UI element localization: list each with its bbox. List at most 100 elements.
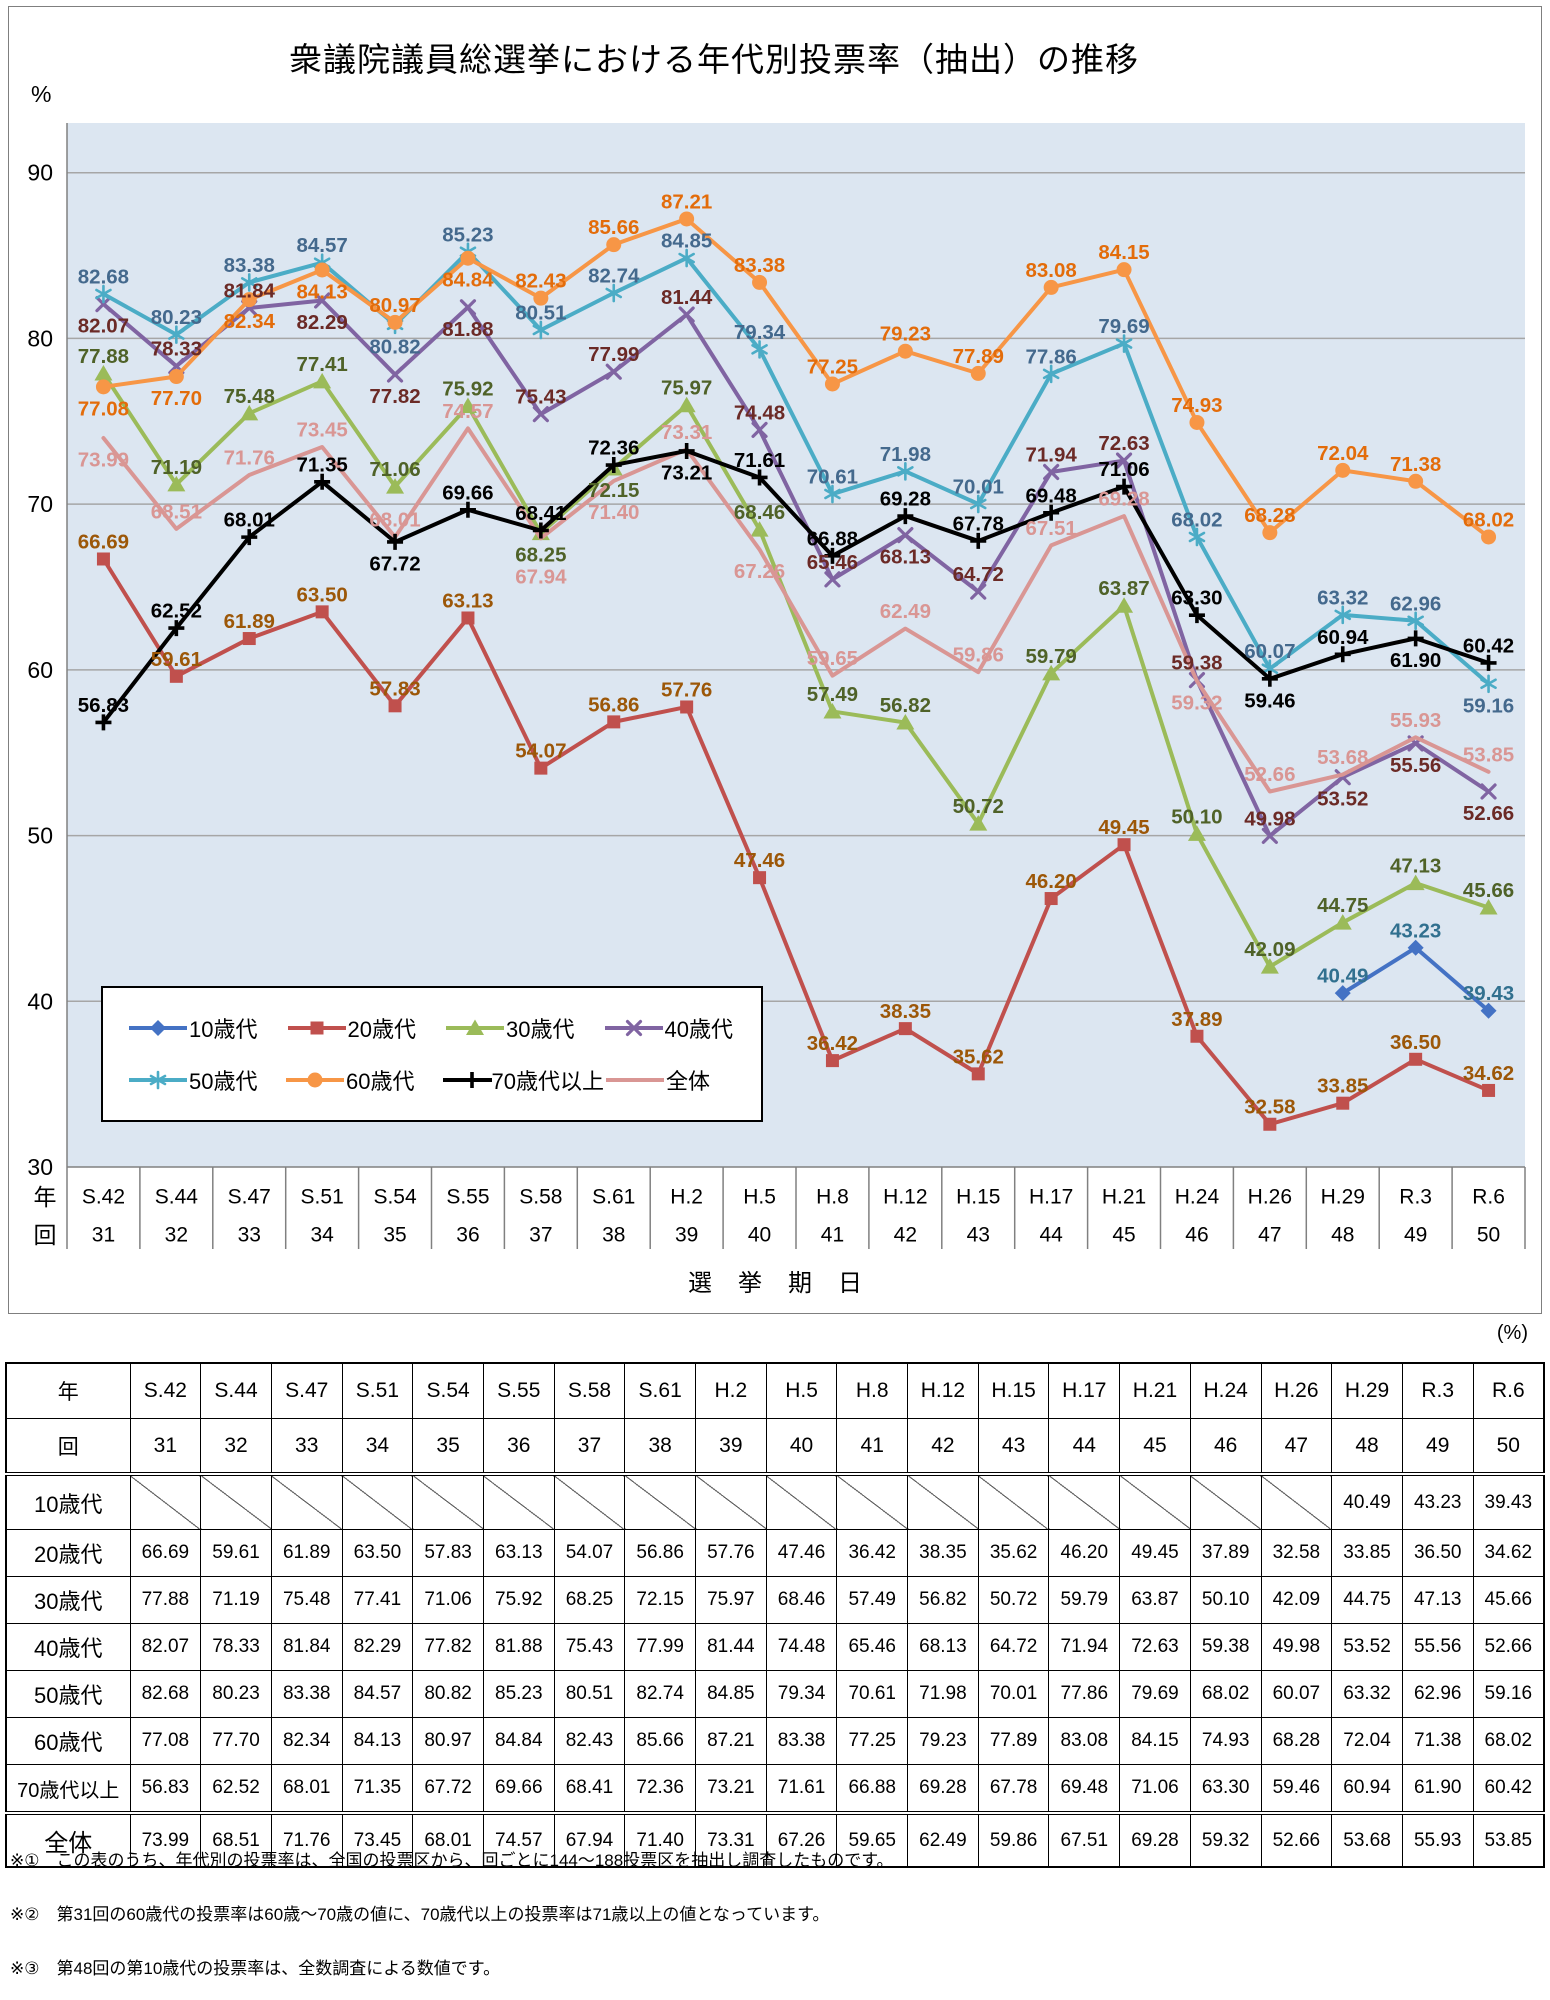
legend-label: 20歳代	[347, 1017, 416, 1042]
table-cell-empty	[1260, 1472, 1333, 1530]
data-label: 47.13	[1390, 855, 1441, 878]
table-cell: 77.86	[1048, 1670, 1121, 1718]
data-label: 73.99	[78, 449, 129, 472]
series-30歳代	[94, 365, 1498, 974]
x-tick-year: H.26	[1248, 1186, 1292, 1209]
table-cell-empty	[695, 1472, 767, 1530]
table-cell: 68.41	[553, 1764, 626, 1814]
table-cell: 60.07	[1260, 1670, 1333, 1718]
table-cell: 68.02	[1472, 1717, 1545, 1765]
data-label: 77.82	[369, 385, 420, 408]
data-label: 34.62	[1463, 1062, 1514, 1085]
table-cell: R.6	[1472, 1362, 1545, 1419]
table-cell: 41	[836, 1418, 909, 1475]
data-label: 57.49	[807, 683, 858, 706]
table-cell: 36.42	[836, 1529, 909, 1577]
table-cell: 32	[200, 1418, 272, 1475]
table-cell: 77.41	[341, 1576, 414, 1624]
table-cell: 73.21	[695, 1764, 767, 1814]
legend-swatch-icon	[286, 1072, 344, 1088]
x-tick-round: 41	[821, 1224, 844, 1247]
data-label: 75.97	[661, 377, 712, 400]
table-cell: 66.88	[836, 1764, 909, 1814]
data-label: 68.41	[515, 502, 566, 525]
table-cell-empty	[624, 1472, 696, 1530]
data-label: 72.63	[1098, 432, 1149, 455]
table-cell: 47.13	[1401, 1576, 1474, 1624]
table-cell: 46.20	[1048, 1529, 1121, 1577]
data-label: 71.40	[588, 501, 639, 524]
legend-swatch-icon	[604, 1019, 663, 1037]
table-cell: 36.50	[1401, 1529, 1474, 1577]
data-label: 72.36	[588, 437, 639, 460]
data-table: 年 S.42 S.44 S.47 S.51 S.54 S.55 S.58 S.61 H.2 H.5 H…	[5, 1362, 1545, 1868]
data-label: 57.76	[661, 678, 712, 701]
data-label: 45.66	[1463, 879, 1514, 902]
data-label: 59.65	[807, 647, 858, 670]
data-label: 61.89	[224, 610, 275, 633]
data-label: 69.28	[880, 488, 931, 511]
data-label: 82.74	[588, 265, 640, 288]
data-label: 64.72	[953, 563, 1004, 586]
table-cell-empty	[270, 1472, 343, 1530]
data-label: 68.02	[1463, 508, 1514, 531]
data-label: 71.61	[734, 449, 785, 472]
data-label: 68.25	[515, 544, 566, 567]
x-tick-round: 50	[1477, 1224, 1500, 1247]
data-label: 80.51	[515, 301, 566, 324]
legend-item-70歳代以上: 70歳代以上	[441, 1064, 604, 1096]
data-label: 42.09	[1244, 938, 1295, 961]
table-cell: 39	[695, 1418, 767, 1475]
legend-label: 全体	[666, 1069, 711, 1094]
data-label: 70.61	[807, 466, 858, 489]
data-label: 77.25	[807, 356, 858, 379]
data-label: 62.96	[1390, 592, 1441, 615]
table-cell: 39.43	[1472, 1472, 1545, 1530]
legend-label: 60歳代	[346, 1069, 415, 1094]
data-label: 77.41	[296, 353, 347, 376]
data-label: 71.19	[151, 456, 202, 479]
data-label: 82.34	[224, 310, 276, 333]
table-cell: 42.09	[1260, 1576, 1333, 1624]
data-label: 55.56	[1390, 754, 1441, 777]
x-tick-year: R.3	[1399, 1186, 1432, 1209]
table-cell: 75.92	[482, 1576, 555, 1624]
x-tick-round: 49	[1404, 1224, 1427, 1247]
x-tick-year: S.42	[82, 1186, 125, 1209]
data-label: 67.78	[953, 512, 1004, 535]
data-label: 73.45	[296, 418, 347, 441]
table-cell: 68.01	[270, 1764, 343, 1814]
data-label: 67.72	[369, 552, 420, 575]
table-cell: H.21	[1119, 1362, 1191, 1419]
x-tick-year: S.61	[592, 1186, 635, 1209]
table-cell: 34	[341, 1418, 414, 1475]
x-tick-year: H.24	[1175, 1186, 1220, 1209]
legend-row: 10歳代 20歳代 30歳代 40歳代	[127, 1012, 761, 1044]
data-label: 59.79	[1025, 645, 1076, 668]
x-tick-round: 44	[1039, 1224, 1063, 1247]
data-label: 78.33	[151, 338, 202, 361]
data-label: 68.46	[734, 501, 785, 524]
table-cell-empty	[341, 1472, 414, 1530]
x-tick-year: H.17	[1029, 1186, 1073, 1209]
table-cell-empty	[1119, 1472, 1191, 1530]
table-cell: 67.51	[1048, 1811, 1121, 1868]
table-cell: 49.45	[1119, 1529, 1191, 1577]
table-cell: 68.51	[200, 1811, 272, 1868]
row-label: 10歳代	[5, 1472, 131, 1530]
x-tick-year: S.58	[519, 1186, 562, 1209]
data-label: 71.06	[369, 458, 420, 481]
x-tick-year: S.51	[301, 1186, 344, 1209]
table-cell: 72.63	[1119, 1623, 1191, 1671]
data-label: 83.38	[734, 254, 785, 277]
data-label: 70.01	[953, 475, 1004, 498]
table-cell-empty	[907, 1472, 979, 1530]
table-cell: 38.35	[907, 1529, 979, 1577]
table-cell: 63.87	[1119, 1576, 1191, 1624]
table-cell: 37	[553, 1418, 626, 1475]
chart-legend: 10歳代 20歳代 30歳代 40歳代 50歳代 60歳代 70歳代以上 全体	[101, 986, 763, 1122]
data-label: 53.85	[1463, 743, 1514, 766]
row-label: 60歳代	[5, 1717, 131, 1765]
data-label: 77.70	[151, 387, 202, 410]
data-label: 81.88	[442, 318, 493, 341]
